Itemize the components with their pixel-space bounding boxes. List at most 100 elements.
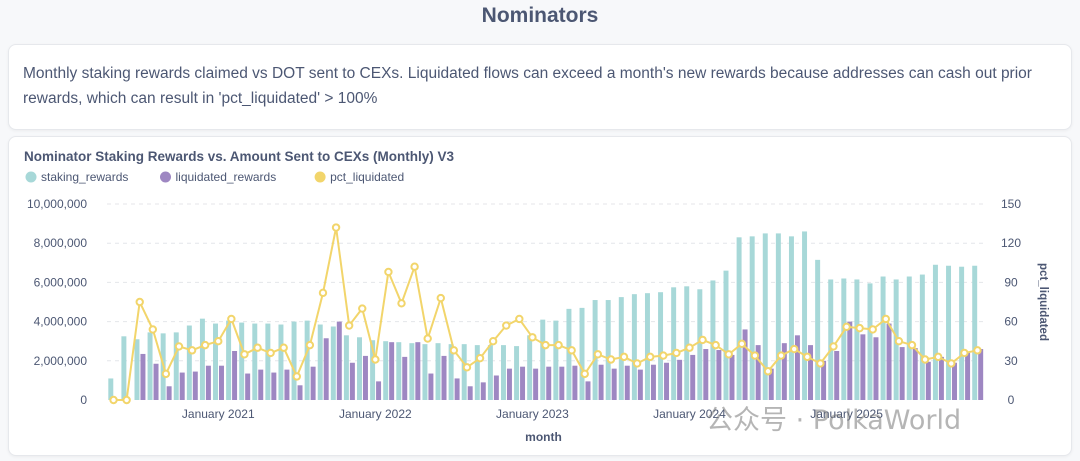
bar-staking-rewards (631, 294, 637, 400)
bar-liquidated-rewards (402, 356, 408, 400)
legend-swatch-liquidated-rewards (160, 171, 171, 183)
bar-staking-rewards (108, 378, 114, 400)
bar-liquidated-rewards (716, 350, 722, 400)
y2-tick-label: 60 (1004, 315, 1018, 329)
point-pct-liquidated (227, 314, 236, 324)
point-pct-liquidated (724, 350, 733, 359)
point-pct-liquidated (122, 395, 131, 405)
bar-staking-rewards (723, 270, 729, 400)
bar-staking-rewards (919, 274, 925, 400)
bar-staking-rewards (906, 276, 912, 400)
bar-liquidated-rewards (520, 366, 526, 400)
bar-liquidated-rewards (428, 373, 434, 400)
legend-label-pct-liquidated: pct_liquidated (330, 170, 404, 184)
y2-tick-label: 150 (1001, 197, 1021, 211)
bar-staking-rewards (671, 287, 677, 400)
point-pct-liquidated (907, 340, 917, 350)
bar-staking-rewards (304, 320, 310, 400)
description-text: Monthly staking rewards claimed vs DOT s… (23, 65, 1032, 107)
bar-staking-rewards (841, 278, 847, 400)
bar-liquidated-rewards (585, 381, 591, 400)
y-tick-label: 10,000,000 (27, 197, 87, 211)
point-pct-liquidated (672, 348, 681, 358)
bar-liquidated-rewards (493, 375, 499, 400)
bar-liquidated-rewards (572, 365, 578, 400)
bar-liquidated-rewards (664, 362, 670, 400)
bar-staking-rewards (357, 337, 362, 400)
bar-liquidated-rewards (703, 349, 709, 400)
point-pct-liquidated (253, 343, 262, 352)
bar-staking-rewards (658, 292, 664, 400)
point-pct-liquidated (803, 352, 812, 362)
bar-liquidated-rewards (362, 355, 368, 400)
bar-liquidated-rewards (690, 354, 696, 400)
point-pct-liquidated (358, 304, 367, 313)
bar-liquidated-rewards (624, 365, 630, 400)
bar-staking-rewards (474, 345, 480, 400)
bar-staking-rewards (514, 346, 520, 400)
bar-liquidated-rewards (729, 354, 735, 400)
x-axis-label: month (525, 430, 562, 444)
point-pct-liquidated (266, 348, 275, 358)
point-pct-liquidated (894, 337, 904, 346)
point-pct-liquidated (475, 353, 485, 363)
bar-liquidated-rewards (480, 382, 486, 400)
point-pct-liquidated (698, 335, 707, 345)
bar-liquidated-rewards (336, 321, 342, 400)
bar-liquidated-rewards (467, 386, 473, 400)
y-tick-label: 4,000,000 (34, 315, 88, 329)
point-pct-liquidated (397, 299, 406, 308)
bar-staking-rewards (461, 344, 467, 400)
bar-liquidated-rewards (952, 362, 957, 400)
point-pct-liquidated (148, 325, 158, 334)
bar-staking-rewards (291, 321, 297, 400)
y2-tick-label: 90 (1004, 275, 1018, 289)
bar-staking-rewards (946, 265, 952, 400)
point-pct-liquidated (410, 262, 419, 271)
bar-staking-rewards (540, 319, 546, 400)
bar-staking-rewards (199, 318, 205, 400)
point-pct-liquidated (842, 322, 851, 332)
point-pct-liquidated (541, 340, 550, 350)
point-pct-liquidated (515, 314, 524, 324)
bar-staking-rewards (697, 289, 703, 400)
point-pct-liquidated (436, 293, 445, 303)
bar-liquidated-rewards (349, 362, 355, 400)
point-pct-liquidated (344, 321, 354, 330)
point-pct-liquidated (646, 352, 655, 362)
bar-staking-rewards (343, 335, 349, 400)
point-pct-liquidated (371, 355, 380, 364)
bar-liquidated-rewards (598, 364, 604, 400)
bar-staking-rewards (788, 236, 794, 400)
bar-staking-rewards (566, 308, 572, 400)
bar-liquidated-rewards (873, 337, 879, 400)
bar-staking-rewards (828, 279, 834, 400)
page-title: Nominators (481, 4, 599, 27)
y2-axis-label: pct_liquidated (1037, 263, 1049, 341)
bar-liquidated-rewards (938, 356, 944, 400)
bar-staking-rewards (213, 323, 218, 400)
point-pct-liquidated (829, 342, 838, 351)
point-pct-liquidated (659, 351, 668, 360)
y2-tick-label: 0 (1008, 393, 1015, 407)
y-tick-label: 8,000,000 (34, 236, 88, 250)
bar-liquidated-rewards (808, 345, 814, 400)
point-pct-liquidated (816, 359, 825, 368)
point-pct-liquidated (488, 337, 498, 346)
bar-liquidated-rewards (245, 373, 251, 400)
bar-liquidated-rewards (153, 363, 159, 400)
x-tick-label: January 2024 (653, 407, 726, 421)
point-pct-liquidated (462, 363, 472, 372)
point-pct-liquidated (868, 325, 877, 334)
bar-staking-rewards (383, 341, 389, 400)
bar-liquidated-rewards (899, 347, 905, 400)
point-pct-liquidated (528, 333, 537, 342)
point-pct-liquidated (331, 223, 341, 232)
bar-staking-rewards (592, 300, 598, 400)
point-pct-liquidated (881, 314, 891, 324)
bar-staking-rewards (775, 233, 781, 400)
point-pct-liquidated (750, 351, 760, 360)
bar-liquidated-rewards (205, 365, 211, 400)
point-pct-liquidated (279, 343, 288, 352)
bar-liquidated-rewards (650, 364, 656, 400)
